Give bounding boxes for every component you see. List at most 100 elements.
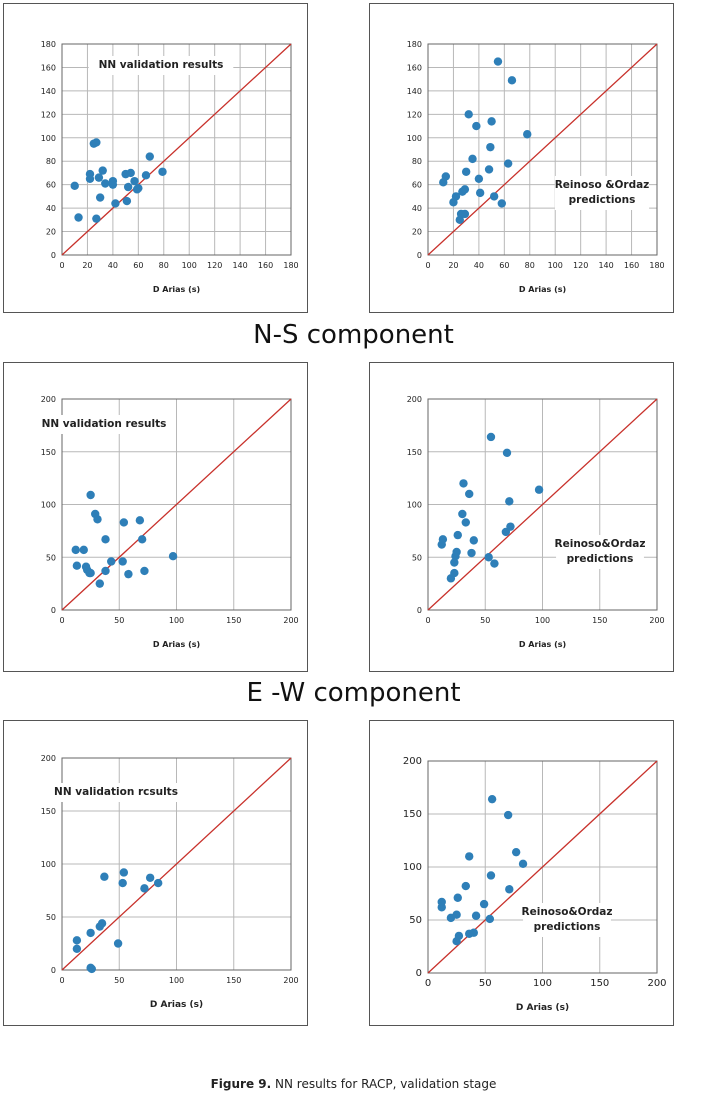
x-tick-label: 80 xyxy=(159,261,169,270)
scatter-chart-ns-nn: 0 20 40 60 80 100 120 140 160 180 0 20 40 60 80 100 120 1… xyxy=(41,40,299,294)
identity-line xyxy=(427,398,658,611)
data-point xyxy=(453,530,462,540)
x-tick-label: 0 xyxy=(425,616,430,625)
chart-annotation: NN validation rcsults xyxy=(43,783,189,802)
plot-frame xyxy=(427,760,658,974)
annotation-line: Reinoso&Ordaz xyxy=(522,906,613,918)
chart-panel-ud-nn: 0 50 100 150 200 0 50 100 150 200 D Arias (s) NN va… xyxy=(3,720,308,1026)
data-point xyxy=(118,878,127,888)
x-axis-label: D Arias (s) xyxy=(516,1003,569,1013)
data-point xyxy=(107,557,116,566)
y-tick-label: 150 xyxy=(41,807,56,816)
x-tick-label: 200 xyxy=(649,616,664,625)
y-tick-label: 120 xyxy=(41,110,56,119)
identity-line xyxy=(61,398,292,611)
data-point xyxy=(450,568,459,578)
data-point xyxy=(87,964,96,974)
chart-annotation: Reinoso&Ordaz predictions xyxy=(522,903,613,937)
data-point xyxy=(497,199,506,208)
data-point xyxy=(130,176,139,186)
data-point xyxy=(97,919,107,928)
data-point xyxy=(113,939,123,948)
data-point xyxy=(479,899,489,909)
y-tick-label: 100 xyxy=(407,134,422,143)
y-tick-label: 180 xyxy=(407,40,422,49)
data-point xyxy=(505,885,514,894)
annotation-background xyxy=(523,903,611,937)
chart-panel-ud-ro: 0 50 100 150 200 0 50 100 150 200 D Arias (s) Reino… xyxy=(369,720,674,1026)
data-point xyxy=(85,174,95,184)
annotation-line: Reinoso&Ordaz xyxy=(555,538,646,550)
x-tick-label: 100 xyxy=(548,261,563,270)
y-tick-label: 80 xyxy=(46,157,56,166)
y-tick-label: 60 xyxy=(412,181,422,190)
data-point xyxy=(472,121,481,131)
data-point xyxy=(484,553,493,562)
x-tick-label: 40 xyxy=(474,261,484,270)
y-tick-label: 160 xyxy=(407,63,422,72)
data-point xyxy=(123,182,133,192)
data-point xyxy=(86,490,95,500)
identity-line xyxy=(61,43,292,256)
data-point xyxy=(441,172,451,181)
chart-annotation: NN validation results xyxy=(34,415,174,434)
scatter-chart-ew-nn: 0 50 100 150 200 0 50 100 150 200 D Arias (s) NN va… xyxy=(34,395,299,649)
y-tick-label: 20 xyxy=(412,228,422,237)
data-point xyxy=(471,911,481,920)
chart-panel-ns-ro: 0 20 40 60 80 100 120 140 160 180 0 20 40 60 80 100 120 1… xyxy=(369,3,674,313)
data-point xyxy=(145,873,155,882)
data-point xyxy=(502,448,512,458)
data-point xyxy=(506,522,515,531)
x-tick-label: 0 xyxy=(59,261,64,270)
data-point xyxy=(460,209,470,219)
y-tick-label: 150 xyxy=(403,809,422,820)
chart-annotation: Reinoso&Ordaz predictions xyxy=(555,535,646,569)
annotation-background xyxy=(556,535,644,569)
plot-frame xyxy=(61,398,292,611)
scatter-chart-ud-nn: 0 50 100 150 200 0 50 100 150 200 D Arias (s) NN va… xyxy=(41,754,299,1010)
data-point xyxy=(74,213,83,222)
x-axis-label: D Arias (s) xyxy=(519,285,566,294)
x-tick-label: 50 xyxy=(114,976,124,985)
data-point xyxy=(135,516,145,525)
chart-panel-ew-ro: 0 50 100 150 200 0 50 100 150 200 D Arias (s) Reino… xyxy=(369,362,674,672)
plot-frame xyxy=(61,43,292,256)
y-tick-label: 0 xyxy=(51,251,56,260)
data-point xyxy=(469,536,478,545)
annotation-background xyxy=(554,176,650,210)
data-point xyxy=(438,535,448,544)
data-point xyxy=(101,535,110,544)
y-tick-label: 200 xyxy=(41,754,56,763)
data-point xyxy=(119,518,129,527)
data-point xyxy=(95,193,105,202)
data-point xyxy=(461,881,470,891)
x-tick-label: 150 xyxy=(226,616,241,625)
data-point xyxy=(469,928,478,937)
data-point xyxy=(72,944,82,953)
y-tick-label: 60 xyxy=(46,181,56,190)
data-point xyxy=(503,159,513,168)
y-tick-label: 0 xyxy=(51,966,56,975)
section-title-ew: E -W component xyxy=(246,678,461,708)
data-point xyxy=(108,180,118,189)
x-tick-label: 180 xyxy=(649,261,664,270)
y-tick-label: 0 xyxy=(417,251,422,260)
x-tick-label: 20 xyxy=(82,261,92,270)
y-tick-label: 40 xyxy=(412,204,422,213)
data-point xyxy=(79,545,88,555)
data-point xyxy=(461,167,471,176)
y-tick-label: 140 xyxy=(407,87,422,96)
figure-caption: Figure 9. NN results for RACP, validatio… xyxy=(0,1077,707,1091)
data-point xyxy=(485,914,495,924)
data-point xyxy=(134,183,143,193)
x-tick-label: 200 xyxy=(283,616,298,625)
x-tick-label: 180 xyxy=(283,261,298,270)
data-point xyxy=(93,515,102,524)
data-point xyxy=(450,558,459,567)
x-tick-label: 60 xyxy=(133,261,143,270)
data-point xyxy=(507,76,517,85)
data-point xyxy=(145,152,154,161)
y-tick-label: 180 xyxy=(41,40,56,49)
y-tick-label: 100 xyxy=(41,501,56,510)
y-tick-label: 0 xyxy=(417,606,422,615)
